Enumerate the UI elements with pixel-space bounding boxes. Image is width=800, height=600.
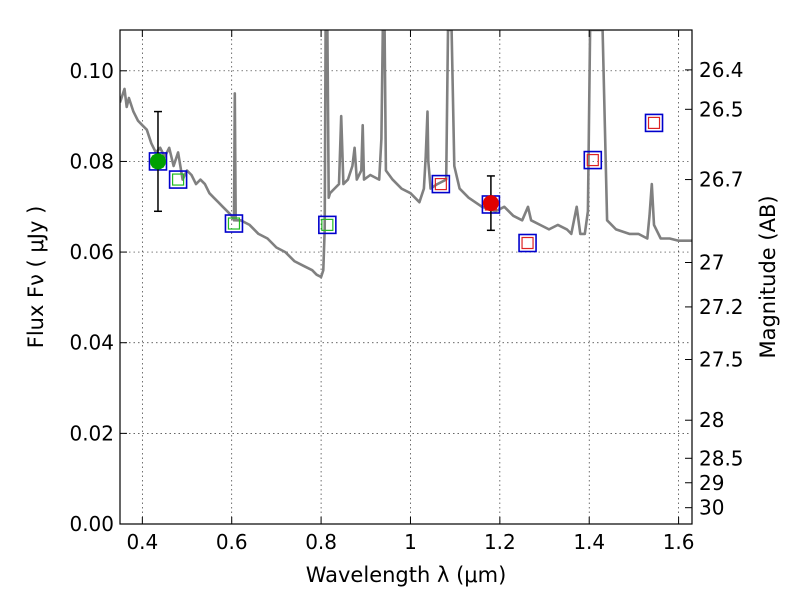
spectrum-line	[120, 30, 692, 279]
data-markers	[148, 110, 664, 253]
y2-tick-label: 27.2	[699, 295, 744, 319]
model-spectrum	[120, 30, 692, 279]
x-tick-label: 0.8	[305, 530, 337, 554]
x-tick-label: 0.4	[126, 530, 158, 554]
y-tick-label: 0.00	[69, 512, 114, 536]
x-tick-label: 1.6	[663, 530, 695, 554]
band-flux-marker-inner	[647, 116, 661, 130]
x-axis-label: Wavelength λ (μm)	[306, 563, 507, 587]
band-flux-marker-inner	[171, 173, 185, 186]
observed-flux-point	[482, 195, 499, 212]
band-flux-marker-inner	[521, 236, 534, 250]
observed-flux-point	[149, 153, 166, 170]
y2-tick-label: 26.5	[699, 97, 744, 121]
y2-tick-label: 28.5	[699, 446, 744, 470]
band-flux-marker-inner	[434, 177, 447, 191]
y2-tick-label: 30	[699, 496, 724, 520]
y-tick-label: 0.04	[69, 331, 114, 355]
y-axis-label: Flux Fν ( μJy )	[24, 206, 48, 349]
y2-tick-label: 26.4	[699, 58, 744, 82]
x-tick-label: 1.4	[573, 530, 605, 554]
y2-axis-label: Magnitude (AB)	[756, 195, 780, 358]
band-flux-marker	[224, 214, 244, 233]
band-flux-marker-inner	[227, 217, 241, 230]
grid-lines	[120, 30, 692, 525]
y2-tick-label: 27	[699, 250, 724, 274]
x-tick-label: 1.2	[484, 530, 516, 554]
y-tick-label: 0.08	[69, 149, 114, 173]
y-tick-label: 0.06	[69, 240, 114, 264]
band-flux-marker-inner	[321, 218, 334, 231]
band-flux-marker	[318, 215, 337, 235]
band-flux-marker	[431, 174, 451, 194]
y2-tick-label: 27.5	[699, 347, 744, 371]
y-tick-label: 0.10	[69, 59, 114, 83]
y2-tick-label: 26.7	[699, 168, 744, 192]
y-tick-label: 0.02	[69, 421, 114, 445]
x-tick-label: 0.6	[216, 530, 248, 554]
band-flux-marker	[518, 233, 537, 253]
band-flux-marker	[168, 170, 188, 189]
y2-tick-label: 29	[699, 471, 724, 495]
axis-ticks: 0.4 0.6 0.8 1 1.2 1.4 1.6 0.00 0.02 0.04 0.06 0.08 0…	[69, 30, 744, 554]
band-flux-marker	[644, 113, 664, 133]
band-flux-marker-inner	[586, 153, 599, 167]
y2-tick-label: 28	[699, 408, 724, 432]
plot-frame	[119, 29, 693, 525]
x-tick-label: 1	[404, 530, 417, 554]
band-flux-marker	[583, 150, 603, 170]
